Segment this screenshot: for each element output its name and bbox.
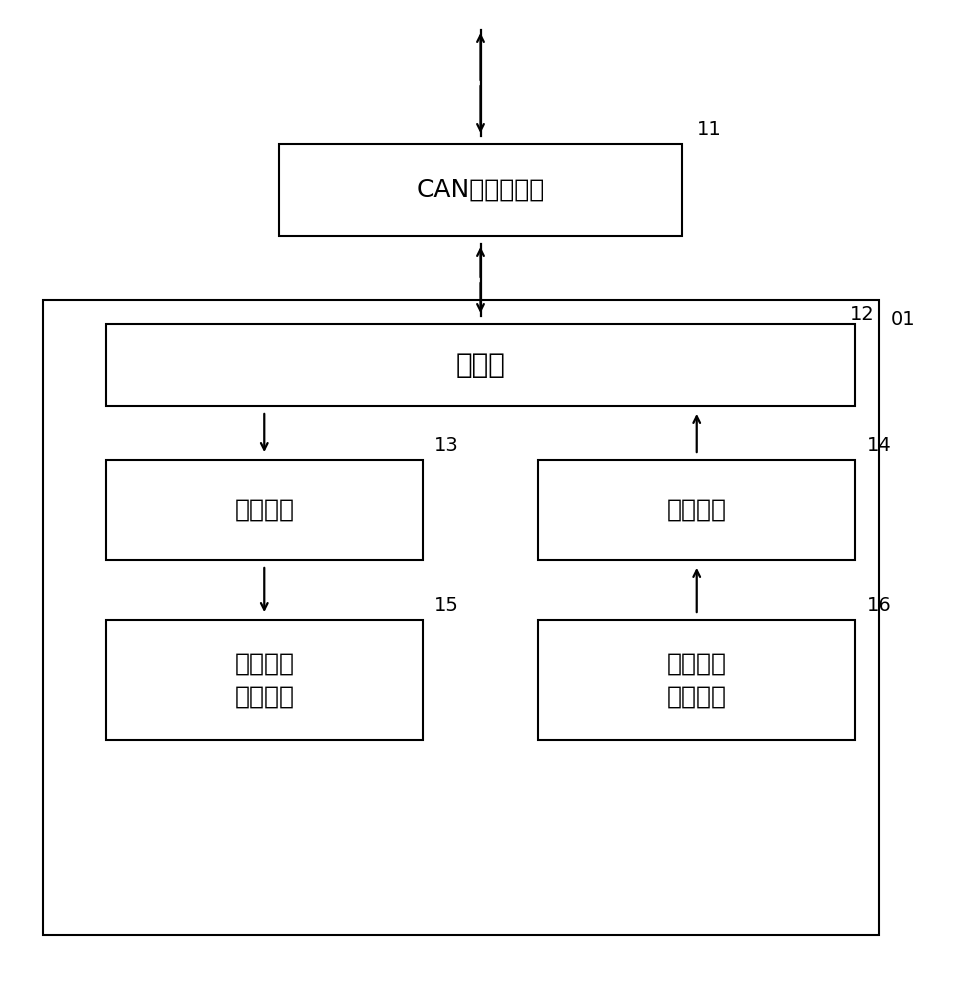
Bar xyxy=(106,620,423,740)
Text: 14: 14 xyxy=(867,436,892,455)
Bar xyxy=(43,300,879,935)
Text: 图形数据
变换模块: 图形数据 变换模块 xyxy=(667,651,727,709)
Bar xyxy=(538,460,855,560)
Text: 处理器: 处理器 xyxy=(456,351,505,379)
Bar xyxy=(279,144,682,236)
Text: 15: 15 xyxy=(434,596,459,615)
Text: 13: 13 xyxy=(434,436,459,455)
Bar xyxy=(538,620,855,740)
Text: CAN总线控制器: CAN总线控制器 xyxy=(416,178,545,202)
Text: 11: 11 xyxy=(697,120,722,139)
Text: 读取模块: 读取模块 xyxy=(234,498,294,522)
Text: 数据图形
变换模块: 数据图形 变换模块 xyxy=(234,651,294,709)
Bar xyxy=(106,324,855,406)
Bar xyxy=(106,460,423,560)
Text: 16: 16 xyxy=(867,596,892,615)
Text: 01: 01 xyxy=(891,310,916,329)
Text: 写入模块: 写入模块 xyxy=(667,498,727,522)
Text: 12: 12 xyxy=(850,305,875,324)
